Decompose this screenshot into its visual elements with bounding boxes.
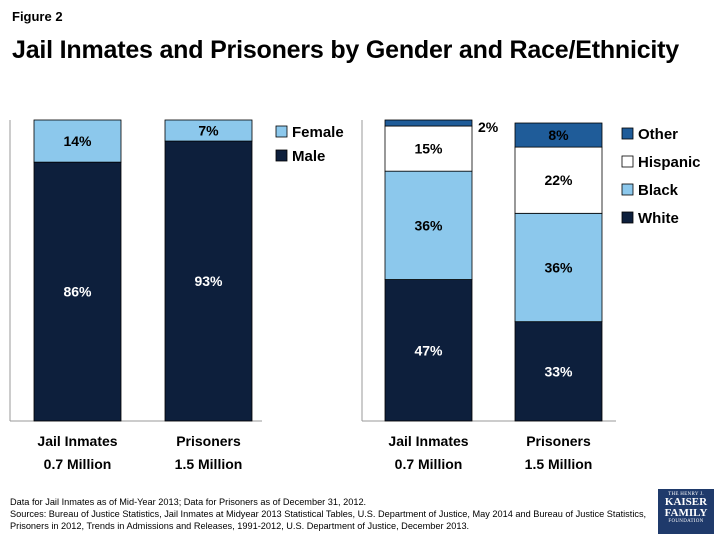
- value-label-female-prisoners: 7%: [198, 123, 219, 139]
- chart-title: Jail Inmates and Prisoners by Gender and…: [12, 36, 680, 64]
- legend-swatch-black: [621, 183, 634, 196]
- value-label-black-prisoners: 36%: [544, 259, 573, 275]
- legend-label-hispanic: Hispanic: [638, 154, 701, 171]
- value-label-male-jail-inmates: 86%: [63, 284, 92, 300]
- value-label-white-prisoners: 33%: [544, 363, 573, 379]
- bar-other-prisoners: [514, 122, 603, 148]
- bar-hispanic-prisoners: [514, 146, 603, 214]
- value-label-hispanic-prisoners: 22%: [544, 172, 573, 188]
- bar-black-prisoners: [514, 212, 603, 323]
- legend-swatch-male: [275, 149, 288, 162]
- category-label-prisoners: Prisoners: [526, 433, 591, 449]
- bar-male-jail-inmates: [33, 161, 122, 422]
- legend-swatch-female: [275, 125, 288, 138]
- category-sublabel-prisoners: 1.5 Million: [175, 456, 243, 472]
- category-sublabel-prisoners: 1.5 Million: [525, 456, 593, 472]
- category-sublabel-jail-inmates: 0.7 Million: [395, 456, 463, 472]
- value-label-male-prisoners: 93%: [194, 273, 223, 289]
- figure-label: Figure 2: [12, 9, 63, 24]
- legend-label-male: Male: [292, 148, 325, 165]
- category-label-prisoners: Prisoners: [176, 433, 241, 449]
- bar-white-prisoners: [514, 321, 603, 422]
- footer-data-note: Data for Jail Inmates as of Mid-Year 201…: [10, 497, 367, 507]
- value-label-black-jail-inmates: 36%: [414, 217, 443, 233]
- bar-white-jail-inmates: [384, 279, 473, 422]
- charts-canvas: 86% 14% Jail Inmates 0.7 Million 93% 7% Prison…: [9, 119, 701, 472]
- footer-sources: Sources: Bureau of Justice Statistics, J…: [10, 509, 647, 531]
- bar-male-prisoners: [164, 140, 253, 422]
- kff-logo: THE HENRY J. KAISER FAMILY FOUNDATION: [658, 489, 714, 534]
- logo-bottom-text: FOUNDATION: [668, 519, 704, 524]
- category-label-jail-inmates: Jail Inmates: [388, 433, 468, 449]
- bar-female-prisoners: [164, 119, 253, 142]
- logo-top-text: THE HENRY J.: [668, 492, 704, 497]
- legend-swatch-hispanic: [621, 155, 634, 168]
- legend-label-other: Other: [638, 126, 678, 143]
- value-label-other-prisoners: 8%: [548, 127, 569, 143]
- category-label-jail-inmates: Jail Inmates: [37, 433, 117, 449]
- value-label-hispanic-jail-inmates: 15%: [414, 141, 443, 157]
- logo-family: FAMILY: [664, 507, 708, 519]
- bar-female-jail-inmates: [33, 119, 122, 163]
- bar-other-jail-inmates: [384, 119, 473, 127]
- value-label-other-jail-inmates: 2%: [478, 119, 499, 135]
- category-sublabel-jail-inmates: 0.7 Million: [44, 456, 112, 472]
- logo-kaiser: KAISER: [664, 496, 708, 508]
- footer-notes: Data for Jail Inmates as of Mid-Year 201…: [10, 496, 650, 532]
- legend-label-female: Female: [292, 124, 344, 141]
- legend-label-white: White: [638, 210, 679, 227]
- bar-black-jail-inmates: [384, 170, 473, 280]
- value-label-female-jail-inmates: 14%: [63, 133, 92, 149]
- bar-hispanic-jail-inmates: [384, 125, 473, 172]
- legend-swatch-white: [621, 211, 634, 224]
- legend-swatch-other: [621, 127, 634, 140]
- value-label-white-jail-inmates: 47%: [414, 342, 443, 358]
- legend-label-black: Black: [638, 182, 679, 199]
